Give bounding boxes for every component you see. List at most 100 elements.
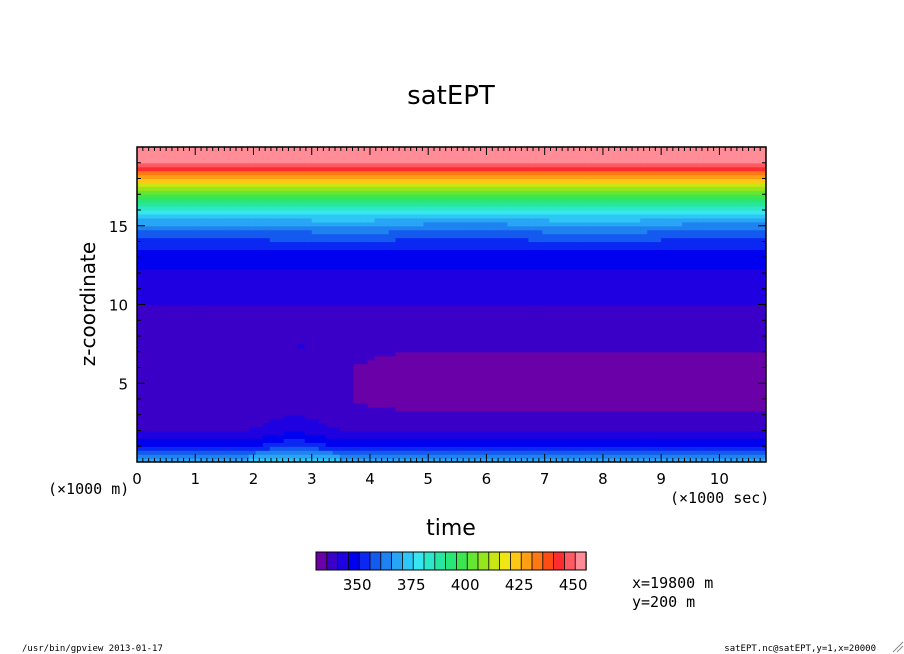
heatmap-cell [423,355,432,361]
heatmap-cell [262,410,271,416]
heatmap-cell [199,284,208,290]
heatmap-cell [416,182,425,187]
heatmap-cell [556,253,564,258]
heatmap-cell [556,288,564,294]
heatmap-cell [360,186,369,191]
heatmap-cell [507,446,515,451]
heatmap-cell [409,363,418,369]
heatmap-cell [199,375,208,380]
heatmap-cell [437,446,446,451]
heatmap-cell [248,391,257,396]
heatmap-cell [206,422,215,428]
heatmap-cell [171,292,180,298]
heatmap-cell [556,426,564,432]
heatmap-cell [227,245,236,250]
heatmap-cell [346,257,355,262]
heatmap-cell [486,363,495,369]
heatmap-cell [514,383,522,388]
heatmap-cell [521,296,529,302]
heatmap-cell [290,249,299,254]
heatmap-cell [339,332,348,337]
heatmap-cell [318,450,327,455]
heatmap-cell [367,434,376,439]
heatmap-cell [514,225,522,231]
heatmap-cell [381,245,390,250]
heatmap-cell [528,166,536,172]
heatmap-cell [318,414,327,420]
heatmap-cell [339,308,348,313]
heatmap-cell [360,414,369,420]
heatmap-cell [311,245,320,250]
heatmap-cell [549,217,557,223]
heatmap-cell [269,355,278,361]
heatmap-cell [234,367,243,373]
heatmap-cell [486,276,495,282]
heatmap-cell [199,150,208,156]
heatmap-cell [381,154,390,160]
heatmap-cell [395,402,404,408]
heatmap-cell [514,312,522,317]
heatmap-cell [297,229,306,235]
heatmap-cell [493,414,502,420]
heatmap-cell [423,245,432,250]
heatmap-cell [185,265,194,270]
heatmap-cell [150,371,159,376]
heatmap-cell [542,332,550,337]
heatmap-cell [234,221,243,227]
heatmap-cell [500,186,509,191]
heatmap-cell [500,430,509,436]
heatmap-cell [486,150,495,156]
heatmap-cell [381,253,390,258]
heatmap-cell [150,418,159,424]
heatmap-cell [297,147,306,152]
heatmap-cell [416,166,425,172]
heatmap-cell [227,339,236,345]
heatmap-cell [479,221,488,227]
heatmap-cell [339,300,348,306]
heatmap-cell [388,241,397,247]
heatmap-cell [395,158,404,164]
heatmap-cell [227,206,236,211]
heatmap-cell [353,454,362,459]
heatmap-cell [157,162,166,168]
heatmap-cell [374,343,383,349]
heatmap-cell [409,336,418,341]
heatmap-cell [137,308,145,313]
heatmap-cell [234,174,243,180]
heatmap-cell [171,308,180,313]
heatmap-cell [402,387,411,392]
heatmap-cell [290,355,299,361]
heatmap-cell [486,399,495,404]
heatmap-cell [542,379,550,384]
heatmap-cell [486,320,495,325]
heatmap-cell [297,406,306,412]
heatmap-cell [213,186,222,191]
heatmap-cell [255,383,264,388]
heatmap-cell [500,245,509,250]
heatmap-cell [416,225,425,231]
heatmap-cell [472,150,481,156]
heatmap-cell [150,284,159,290]
heatmap-cell [234,402,243,408]
heatmap-cell [318,383,327,388]
heatmap-cell [388,178,397,184]
heatmap-cell [262,363,271,369]
heatmap-cell [234,249,243,254]
heatmap-cell [262,312,271,317]
heatmap-cell [549,422,557,428]
heatmap-cell [563,426,571,432]
heatmap-cell [423,414,432,420]
heatmap-cell [234,359,243,365]
heatmap-cell [241,414,250,420]
heatmap-cell [318,371,327,376]
heatmap-cell [137,261,145,266]
heatmap-cell [500,363,509,369]
heatmap-cell [157,292,166,298]
heatmap-cell [241,210,250,215]
heatmap-cell [248,217,257,223]
heatmap-cell [185,402,194,408]
heatmap-cell [178,210,187,215]
heatmap-cell [395,446,404,451]
heatmap-cell [318,343,327,349]
heatmap-cell [150,316,159,321]
